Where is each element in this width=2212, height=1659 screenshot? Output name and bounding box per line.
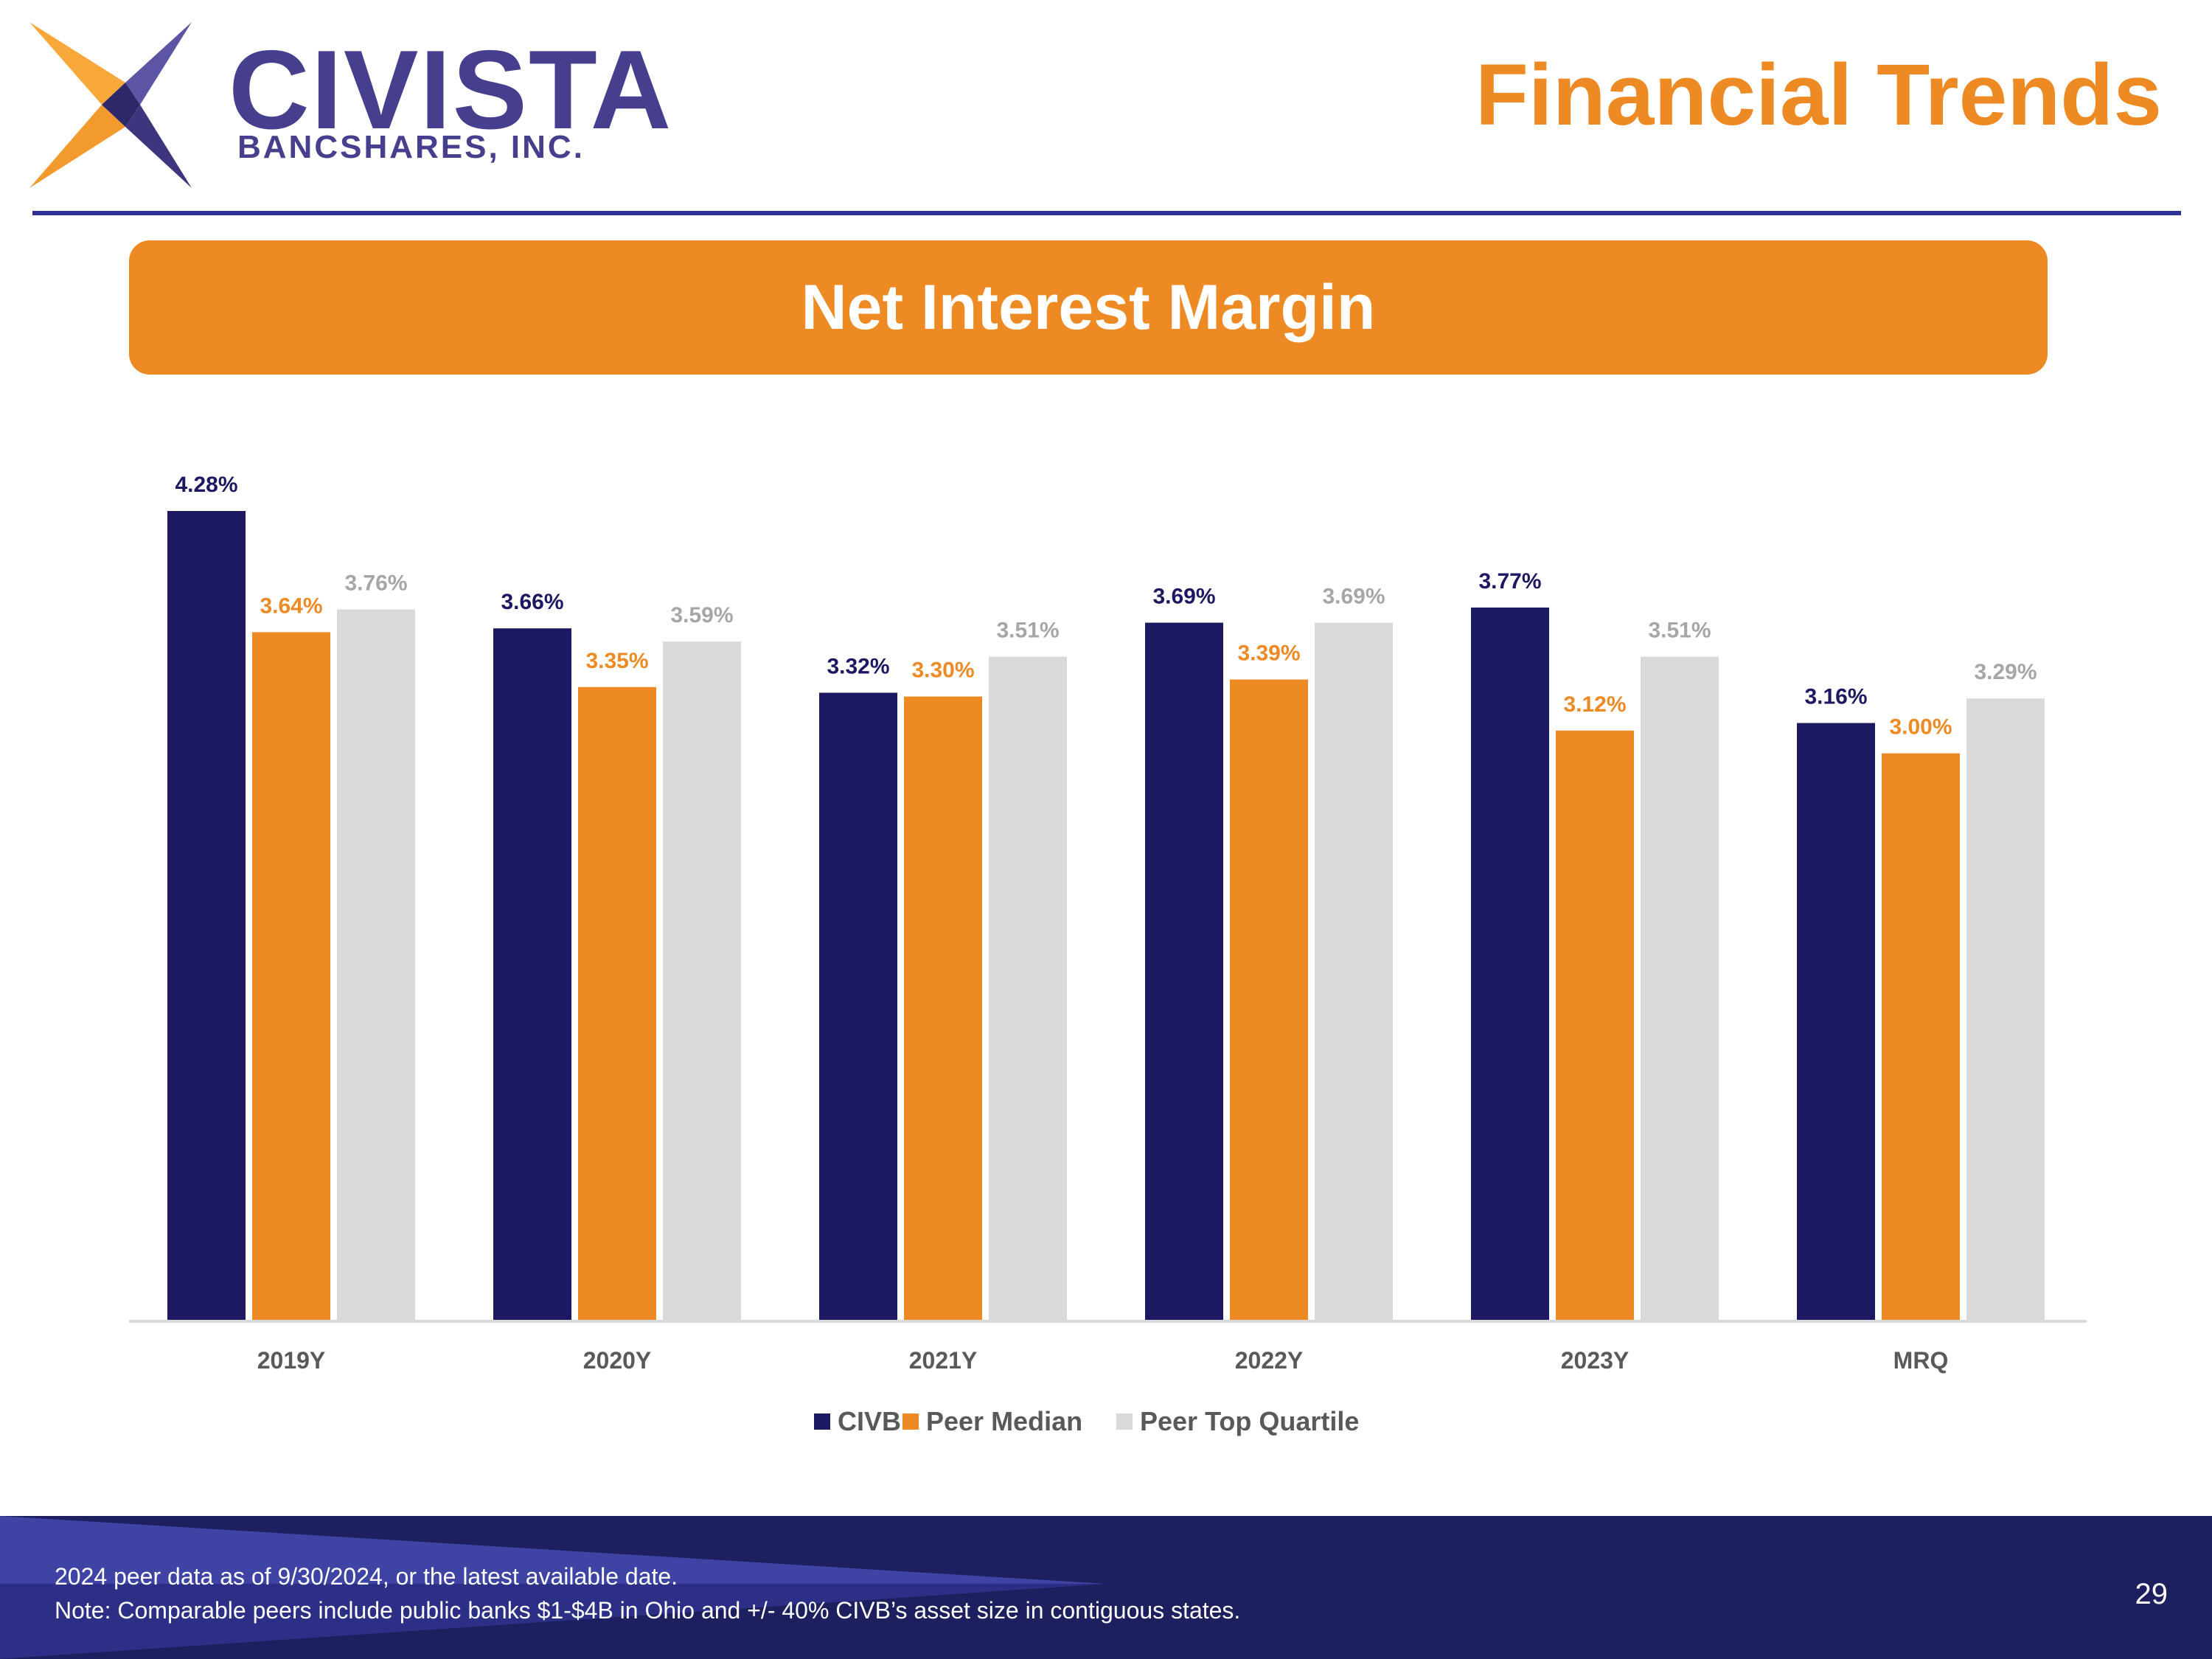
x-tick-label: 2023Y	[1561, 1347, 1630, 1374]
legend-label: Peer Median	[926, 1406, 1082, 1436]
bar-civb-2020y	[493, 628, 571, 1321]
x-tick-label: 2020Y	[583, 1347, 652, 1374]
civista-star-icon	[29, 22, 192, 188]
civista-logo: CIVISTA BANCSHARES, INC.	[29, 22, 671, 188]
bar-peer-median-2023y	[1556, 730, 1634, 1321]
data-label: 3.69%	[1322, 584, 1385, 608]
data-label: 3.51%	[996, 619, 1059, 643]
data-label: 3.35%	[585, 649, 648, 673]
bar-peer-median-2020y	[578, 686, 656, 1321]
x-tick-label: 2021Y	[909, 1347, 978, 1374]
bar-peer-top-quartile-2022y	[1315, 622, 1393, 1321]
page-title: Financial Trends	[1475, 46, 2162, 144]
legend-swatch	[902, 1413, 919, 1430]
data-label: 3.12%	[1563, 692, 1626, 717]
bar-civb-2021y	[819, 692, 897, 1321]
data-label: 4.28%	[175, 473, 237, 497]
bar-civb-2023y	[1471, 607, 1549, 1321]
bar-peer-median-mrq	[1882, 753, 1960, 1321]
bar-peer-median-2019y	[252, 632, 330, 1321]
x-tick-label: 2019Y	[257, 1347, 326, 1374]
logo-name: CIVISTA	[229, 27, 673, 153]
legend-item-civb: CIVB	[814, 1406, 901, 1436]
bar-peer-top-quartile-2023y	[1641, 656, 1719, 1321]
footer-band	[0, 1516, 2212, 1659]
data-label: 3.76%	[344, 571, 407, 596]
data-label: 3.16%	[1804, 685, 1867, 709]
logo-subname: BANCSHARES, INC.	[237, 129, 585, 165]
legend-item-peer-top-quartile: Peer Top Quartile	[1116, 1406, 1359, 1436]
legend-swatch	[814, 1413, 830, 1430]
legend-item-peer-median: Peer Median	[902, 1406, 1082, 1436]
data-label: 3.77%	[1478, 569, 1541, 594]
data-label: 3.59%	[670, 603, 733, 627]
legend-label: CIVB	[838, 1406, 901, 1436]
data-label: 3.64%	[260, 594, 322, 618]
bar-peer-median-2022y	[1230, 679, 1308, 1321]
bar-peer-top-quartile-2019y	[337, 609, 415, 1321]
bar-peer-top-quartile-mrq	[1966, 698, 2045, 1321]
data-label: 3.29%	[1974, 660, 2037, 684]
chart-title-banner: Net Interest Margin	[129, 240, 2048, 375]
x-tick-label: 2022Y	[1235, 1347, 1304, 1374]
bar-peer-top-quartile-2021y	[989, 656, 1067, 1321]
header-divider	[32, 211, 2181, 215]
data-label: 3.30%	[911, 658, 974, 683]
bar-civb-mrq	[1797, 723, 1875, 1321]
data-label: 3.51%	[1648, 619, 1711, 643]
data-label: 3.66%	[501, 590, 563, 614]
legend-label: Peer Top Quartile	[1140, 1406, 1359, 1436]
legend-swatch	[1116, 1413, 1133, 1430]
net-interest-margin-chart: 4.28% 3.64% 3.76% 3.66% 3.35% 3.59% 3.32% 3.30%…	[129, 473, 2087, 1436]
chart-title: Net Interest Margin	[801, 272, 1376, 343]
x-tick-label: MRQ	[1893, 1347, 1949, 1374]
bar-peer-top-quartile-2020y	[663, 641, 741, 1321]
data-label: 3.32%	[827, 655, 889, 679]
footnote-peer-definition: Note: Comparable peers include public ba…	[55, 1597, 1241, 1624]
data-label: 3.69%	[1152, 584, 1215, 608]
bar-civb-2022y	[1145, 622, 1223, 1321]
data-label: 3.00%	[1889, 715, 1952, 740]
bar-civb-2019y	[167, 511, 246, 1321]
page-number: 29	[2135, 1578, 2168, 1610]
bar-peer-median-2021y	[904, 696, 982, 1321]
footnote-peer-date: 2024 peer data as of 9/30/2024, or the l…	[55, 1563, 678, 1590]
data-label: 3.39%	[1237, 641, 1300, 666]
footer: 2024 peer data as of 9/30/2024, or the l…	[0, 1512, 2212, 1659]
